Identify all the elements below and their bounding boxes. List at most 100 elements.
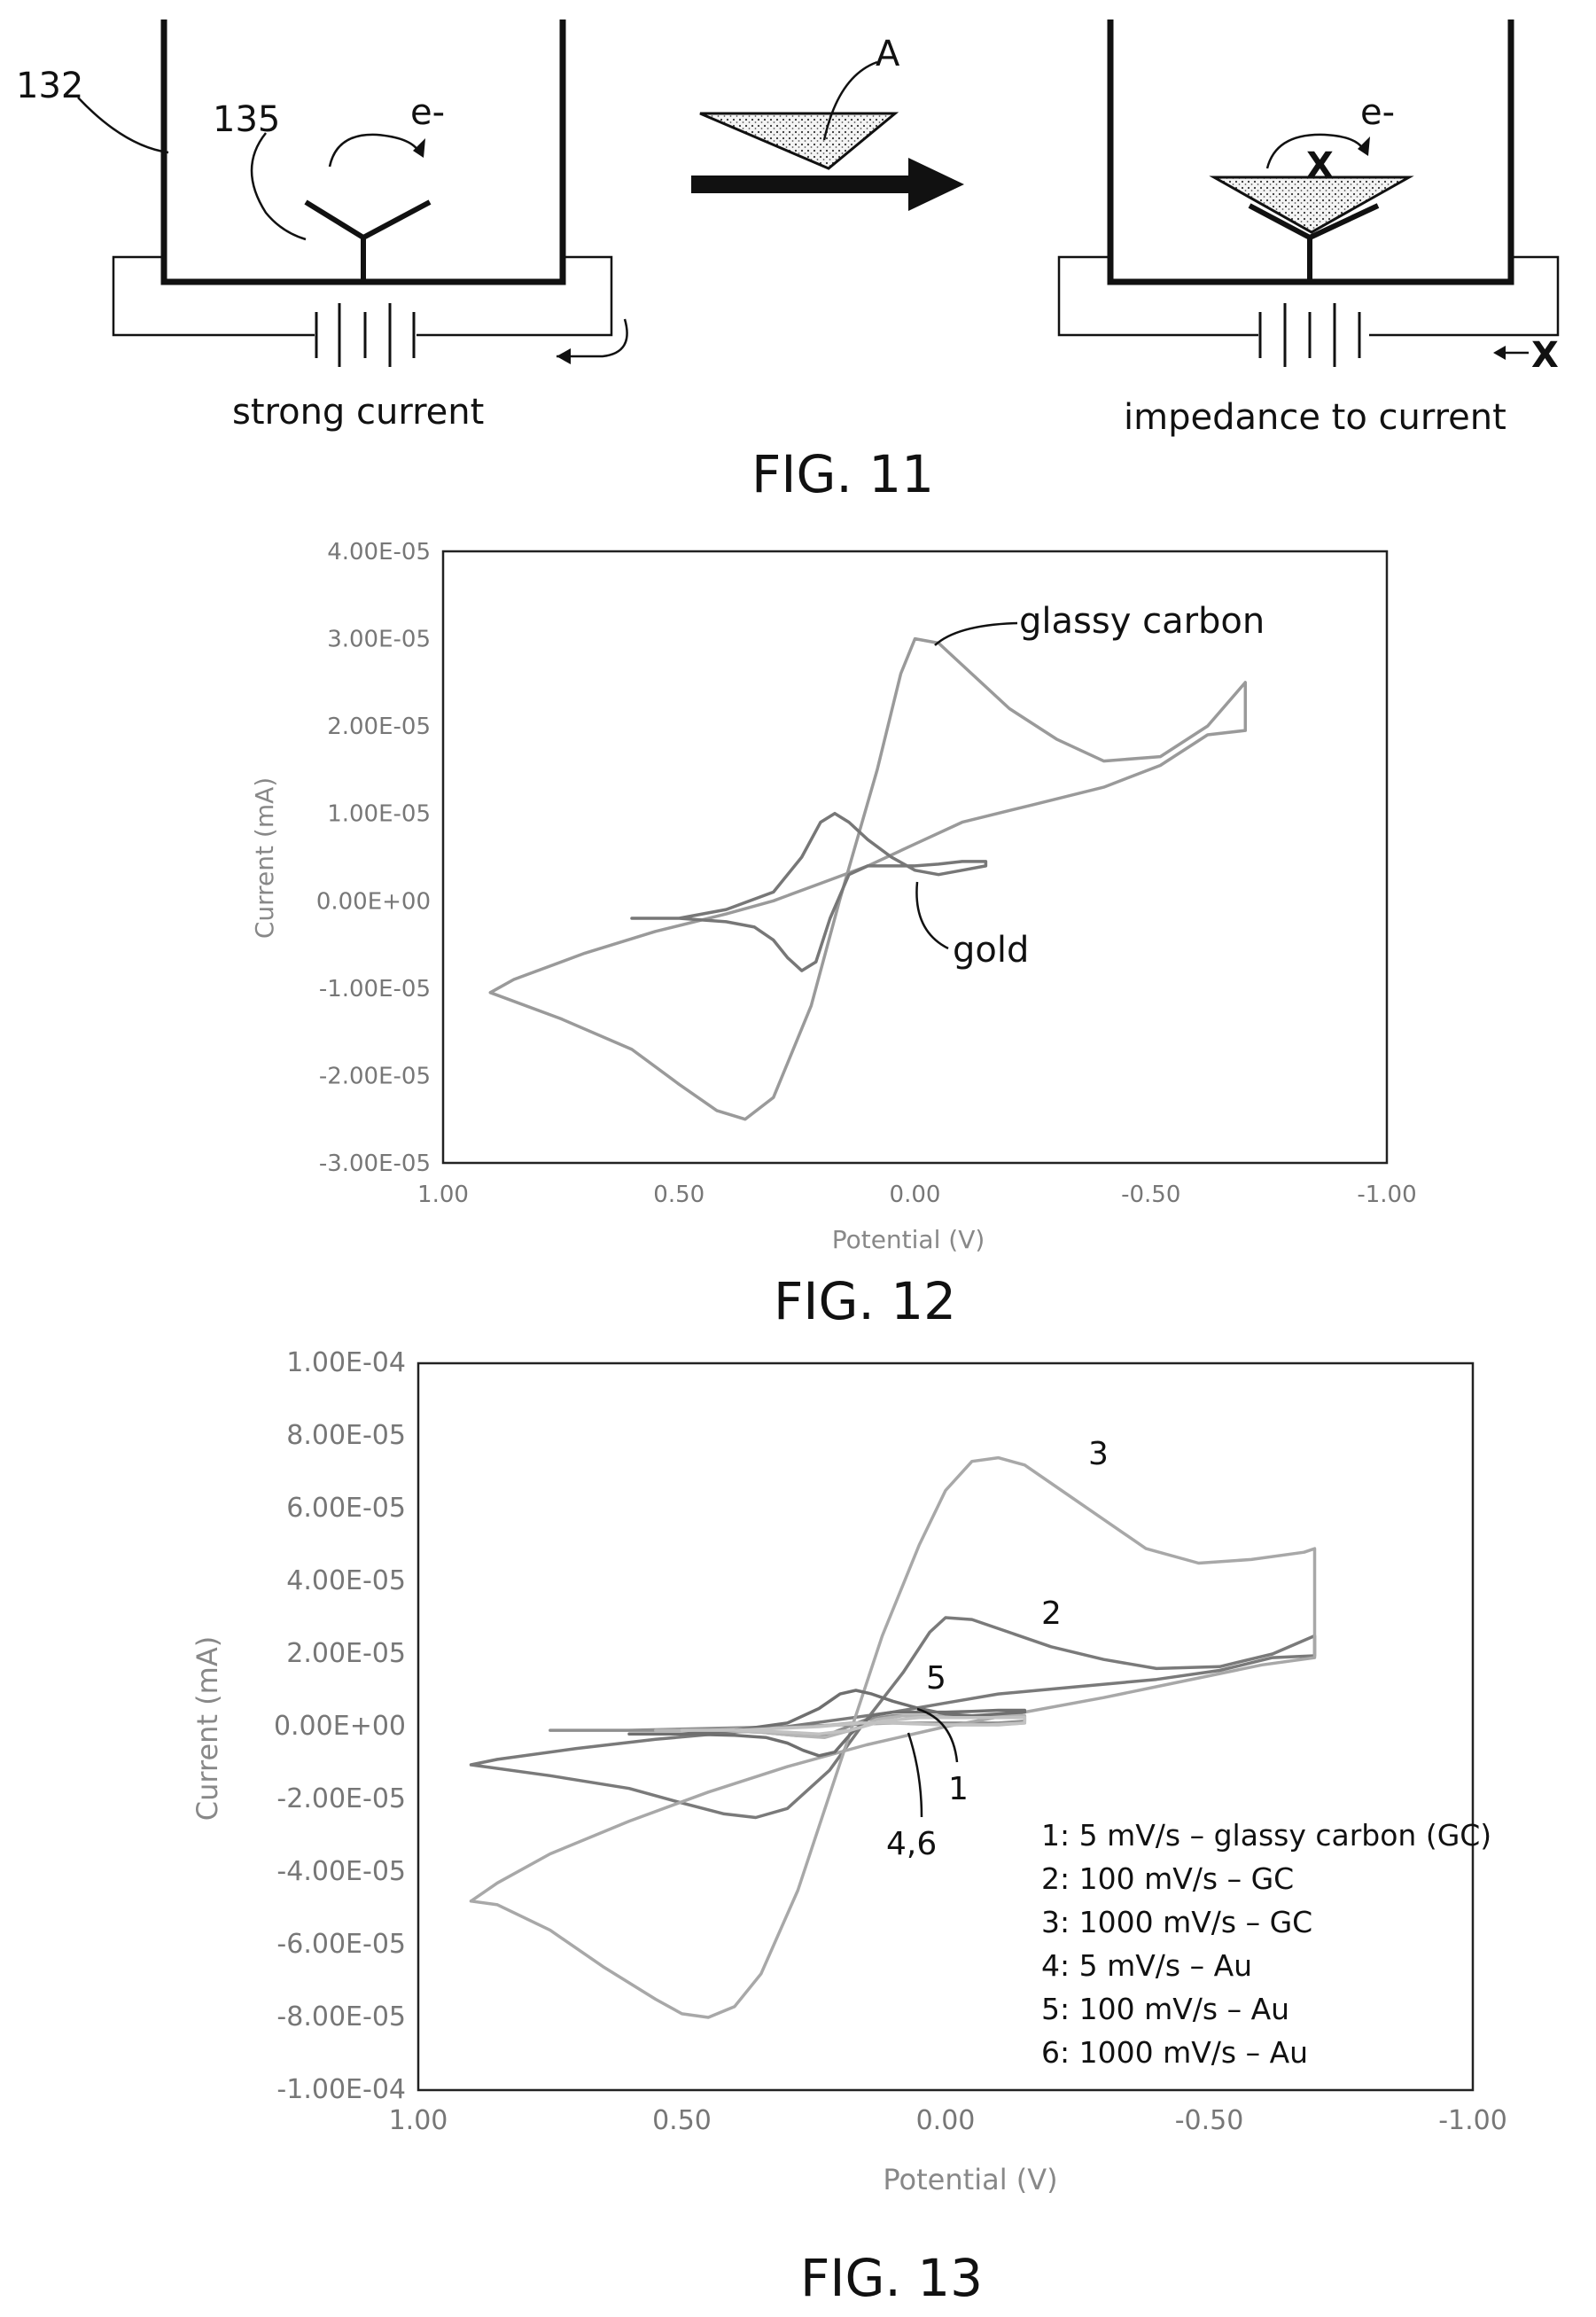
leader-curve-1 bbox=[916, 1707, 959, 1763]
right-battery-icon bbox=[1258, 303, 1361, 367]
y-tick-label: -6.00E-05 bbox=[276, 1929, 406, 1960]
fig12-curves bbox=[488, 636, 1248, 1121]
process-arrow-icon bbox=[691, 158, 964, 211]
annotation-gold: gold bbox=[953, 930, 1029, 971]
y-tick-label: 1.00E-05 bbox=[327, 801, 431, 828]
x-tick-label: 0.00 bbox=[890, 1182, 941, 1208]
x-tick-label: -0.50 bbox=[1175, 2105, 1244, 2136]
caption-strong-current: strong current bbox=[232, 392, 484, 433]
y-tick-label: 4.00E-05 bbox=[327, 539, 431, 566]
blocked-mark-top: X bbox=[1306, 145, 1334, 186]
fig12-x-ticks: 1.00 0.50 0.00 -0.50 -1.00 bbox=[417, 1182, 1417, 1208]
curve-label-3: 3 bbox=[1088, 1436, 1109, 1472]
fig13-x-axis-label: Potential (V) bbox=[883, 2163, 1057, 2196]
electron-label-left: e- bbox=[410, 92, 445, 133]
series-line-5 bbox=[627, 1689, 1027, 1758]
y-tick-label: -1.00E-05 bbox=[319, 976, 431, 1002]
y-tick-label: 6.00E-05 bbox=[286, 1493, 406, 1524]
leader-line-135 bbox=[250, 132, 307, 241]
y-tick-label: 0.00E+00 bbox=[274, 1711, 406, 1742]
blocked-mark-bottom: X bbox=[1531, 335, 1559, 376]
fig12: 4.00E-05 3.00E-05 2.00E-05 1.00E-05 0.00E+00… bbox=[250, 539, 1417, 1331]
x-tick-label: 0.50 bbox=[652, 2105, 712, 2136]
series-line-6 bbox=[680, 1716, 1027, 1736]
legend-entry-1: 1: 5 mV/s – glassy carbon (GC) bbox=[1041, 1818, 1491, 1853]
electron-label-right: e- bbox=[1360, 92, 1395, 133]
left-battery-icon bbox=[315, 303, 416, 367]
y-tick-label: -4.00E-05 bbox=[276, 1856, 406, 1887]
series-line-3 bbox=[469, 1455, 1317, 2019]
fig12-x-axis-label: Potential (V) bbox=[832, 1225, 985, 1254]
legend-entry-3: 3: 1000 mV/s – GC bbox=[1041, 1905, 1312, 1939]
series-line-glassy-carbon bbox=[488, 636, 1248, 1121]
x-tick-label: 1.00 bbox=[389, 2105, 448, 2136]
electron-transfer-arrow-icon bbox=[328, 133, 425, 168]
x-tick-label: 0.50 bbox=[653, 1182, 705, 1208]
leader-glassy-carbon bbox=[934, 621, 1018, 646]
y-tick-label: -2.00E-05 bbox=[319, 1063, 431, 1089]
annotation-glassy-carbon: glassy carbon bbox=[1019, 601, 1265, 642]
right-receptor-icon bbox=[1248, 203, 1380, 282]
fig13-legend: 1: 5 mV/s – glassy carbon (GC) 2: 100 mV… bbox=[1041, 1818, 1491, 2070]
fig13-y-axis-label: Current (mA) bbox=[191, 1636, 224, 1821]
blocked-electron-arrow-icon bbox=[1265, 133, 1370, 169]
left-circuit-wire bbox=[112, 255, 613, 337]
x-tick-label: 0.00 bbox=[916, 2105, 976, 2136]
fig11-middle: A bbox=[691, 34, 964, 211]
legend-entry-5: 5: 100 mV/s – Au bbox=[1041, 1992, 1289, 2026]
y-tick-label: 2.00E-05 bbox=[286, 1638, 406, 1669]
series-line-2 bbox=[469, 1616, 1317, 1820]
curve-label-4-6: 4,6 bbox=[886, 1826, 937, 1862]
caption-impedance: impedance to current bbox=[1124, 397, 1506, 438]
y-tick-label: -8.00E-05 bbox=[276, 2001, 406, 2032]
y-tick-label: -3.00E-05 bbox=[319, 1151, 431, 1177]
curve-label-2: 2 bbox=[1041, 1595, 1062, 1632]
bound-analyte-triangle bbox=[1209, 176, 1414, 234]
fig11-right-cell: X X e- impedance to current bbox=[1057, 20, 1560, 438]
x-tick-label: -1.00 bbox=[1438, 2105, 1507, 2136]
right-current-arrow-icon bbox=[1493, 346, 1529, 360]
y-tick-label: 8.00E-05 bbox=[286, 1420, 406, 1451]
y-tick-label: 3.00E-05 bbox=[327, 627, 431, 653]
fig13: 1.00E-04 8.00E-05 6.00E-05 4.00E-05 2.00E-05… bbox=[191, 1347, 1507, 2308]
fig13-y-ticks: 1.00E-04 8.00E-05 6.00E-05 4.00E-05 2.00E-05… bbox=[274, 1347, 406, 2105]
leader-line-132 bbox=[77, 97, 169, 154]
left-receptor-icon bbox=[304, 199, 432, 282]
curve-label-1: 1 bbox=[948, 1771, 969, 1807]
left-current-arrow-icon bbox=[557, 318, 628, 364]
x-tick-label: -0.50 bbox=[1121, 1182, 1180, 1208]
y-tick-label: 2.00E-05 bbox=[327, 714, 431, 740]
leader-gold bbox=[915, 881, 949, 950]
fig13-plot-frame bbox=[417, 1361, 1475, 2092]
legend-entry-4: 4: 5 mV/s – Au bbox=[1041, 1948, 1252, 1983]
curve-label-5: 5 bbox=[926, 1660, 946, 1697]
leader-curve-4-6 bbox=[907, 1732, 923, 1818]
fig13-curves bbox=[469, 1455, 1317, 2019]
fig12-title: FIG. 12 bbox=[774, 1271, 956, 1331]
y-tick-label: -1.00E-04 bbox=[276, 2074, 406, 2105]
x-tick-label: 1.00 bbox=[417, 1182, 469, 1208]
label-132: 132 bbox=[16, 66, 83, 106]
fig11: 132 135 e- strong current A bbox=[16, 20, 1560, 504]
fig12-y-ticks: 4.00E-05 3.00E-05 2.00E-05 1.00E-05 0.00E+00… bbox=[316, 539, 431, 1177]
leader-line-A bbox=[822, 60, 878, 141]
series-line-gold bbox=[630, 811, 988, 972]
y-tick-label: 1.00E-04 bbox=[286, 1347, 406, 1378]
y-tick-label: 4.00E-05 bbox=[286, 1565, 406, 1596]
y-tick-label: 0.00E+00 bbox=[316, 888, 431, 915]
legend-entry-6: 6: 1000 mV/s – Au bbox=[1041, 2035, 1308, 2070]
fig12-plot-frame bbox=[441, 550, 1389, 1165]
fig13-x-ticks: 1.00 0.50 0.00 -0.50 -1.00 bbox=[389, 2105, 1507, 2136]
analyte-A-triangle bbox=[699, 112, 899, 170]
y-tick-label: -2.00E-05 bbox=[276, 1783, 406, 1814]
fig13-title: FIG. 13 bbox=[800, 2248, 983, 2308]
label-A: A bbox=[876, 34, 900, 74]
fig11-title: FIG. 11 bbox=[751, 444, 934, 504]
fig12-y-axis-label: Current (mA) bbox=[250, 777, 279, 939]
label-135: 135 bbox=[213, 99, 280, 140]
legend-entry-2: 2: 100 mV/s – GC bbox=[1041, 1861, 1294, 1896]
fig11-left-cell: 132 135 e- strong current bbox=[16, 20, 628, 433]
right-circuit-wire bbox=[1057, 255, 1560, 337]
x-tick-label: -1.00 bbox=[1357, 1182, 1416, 1208]
